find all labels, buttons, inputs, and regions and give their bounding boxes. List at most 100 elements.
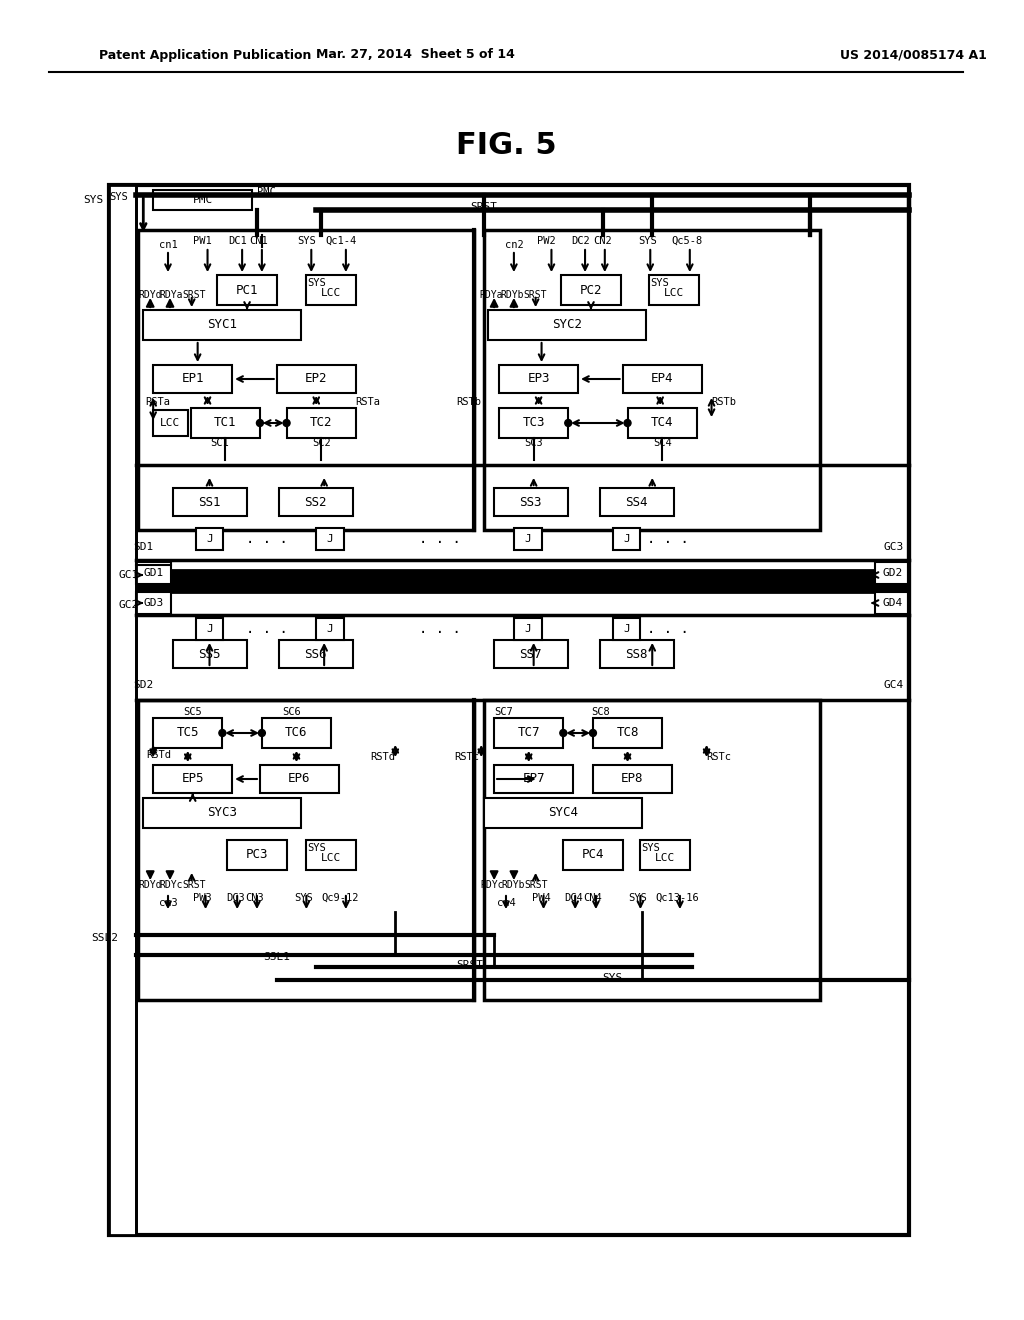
Text: SYS: SYS [628, 894, 647, 903]
Bar [484, 799, 642, 828]
Bar [260, 766, 339, 793]
Text: PW4: PW4 [532, 894, 551, 903]
Text: J: J [206, 624, 213, 634]
Text: LCP: LCP [493, 574, 515, 587]
Bar [874, 591, 909, 614]
Text: EP5: EP5 [181, 772, 204, 785]
Text: SD1: SD1 [133, 543, 154, 552]
Text: RSTd: RSTd [146, 750, 171, 760]
Bar [593, 718, 663, 748]
Text: PW2: PW2 [538, 236, 556, 246]
Circle shape [219, 730, 226, 737]
Bar [561, 275, 621, 305]
Bar [154, 718, 222, 748]
Text: . . .: . . . [419, 622, 461, 636]
Bar [612, 528, 640, 550]
Text: CN4: CN4 [584, 894, 602, 903]
Text: RSTb: RSTb [712, 397, 736, 407]
Bar [138, 700, 474, 1001]
Bar [136, 570, 909, 591]
Circle shape [590, 730, 596, 737]
Bar [138, 230, 474, 531]
Text: EP8: EP8 [622, 772, 644, 785]
Bar [628, 408, 696, 438]
Text: GD2: GD2 [883, 568, 902, 578]
Bar [316, 618, 344, 640]
Text: SRST: SRST [471, 202, 498, 213]
Bar [514, 618, 542, 640]
Text: SYS: SYS [307, 279, 326, 288]
Text: J: J [327, 624, 334, 634]
Text: Mar. 27, 2014  Sheet 5 of 14: Mar. 27, 2014 Sheet 5 of 14 [315, 49, 514, 62]
Text: Qc13-16: Qc13-16 [655, 894, 698, 903]
Text: CN2: CN2 [594, 236, 612, 246]
Bar [499, 366, 579, 393]
Text: J: J [524, 535, 531, 544]
Bar [495, 640, 568, 668]
Text: SS1: SS1 [199, 495, 221, 508]
Text: . . .: . . . [246, 532, 288, 546]
Bar [173, 640, 247, 668]
Text: cn4: cn4 [497, 898, 515, 908]
Bar [143, 799, 301, 828]
Text: GC3: GC3 [884, 543, 904, 552]
Text: GC1: GC1 [119, 570, 139, 579]
Bar [499, 408, 568, 438]
Text: Qc5-8: Qc5-8 [671, 236, 702, 246]
Bar [640, 840, 690, 870]
Text: PMC: PMC [257, 187, 276, 197]
Text: EP1: EP1 [181, 372, 204, 385]
Text: SYS: SYS [638, 236, 656, 246]
Bar [874, 562, 909, 583]
Text: SSL1: SSL1 [263, 952, 290, 962]
Bar [136, 591, 171, 614]
Text: SYC1: SYC1 [207, 318, 238, 331]
Text: SC1: SC1 [210, 438, 228, 447]
Text: J: J [624, 624, 630, 634]
Bar [279, 640, 353, 668]
Text: TC8: TC8 [616, 726, 639, 739]
Bar [217, 275, 276, 305]
Text: CN1: CN1 [250, 236, 268, 246]
Bar [109, 185, 136, 1236]
Text: RSTd: RSTd [371, 752, 395, 762]
Bar [649, 275, 698, 305]
Text: SS2: SS2 [304, 495, 327, 508]
Text: RDYc: RDYc [480, 880, 504, 890]
Text: GD3: GD3 [143, 598, 163, 609]
Text: TC5: TC5 [176, 726, 199, 739]
Text: SS3: SS3 [519, 495, 542, 508]
Bar [495, 766, 573, 793]
Text: cn2: cn2 [505, 240, 523, 249]
Text: EP6: EP6 [288, 772, 310, 785]
Text: SSL2: SSL2 [91, 933, 119, 942]
Text: SYS: SYS [641, 843, 659, 853]
Text: RSTc: RSTc [707, 752, 731, 762]
Text: SC5: SC5 [183, 708, 202, 717]
Text: EP7: EP7 [522, 772, 545, 785]
Bar [190, 408, 260, 438]
Bar [109, 185, 909, 1236]
Text: CN3: CN3 [246, 894, 264, 903]
Text: SS6: SS6 [304, 648, 327, 660]
Text: J: J [327, 535, 334, 544]
Text: RDYb: RDYb [501, 880, 524, 890]
Text: RSTc: RSTc [455, 752, 479, 762]
Text: DC1: DC1 [227, 236, 247, 246]
Text: RSTa: RSTa [355, 397, 381, 407]
Text: SD2: SD2 [133, 680, 154, 690]
Bar [262, 718, 331, 748]
Text: RDYa: RDYa [479, 290, 503, 300]
Text: PMC: PMC [193, 195, 213, 205]
Bar [196, 618, 223, 640]
Text: FIG. 5: FIG. 5 [456, 131, 556, 160]
Bar [154, 366, 232, 393]
Text: PC3: PC3 [246, 849, 268, 862]
Bar [316, 528, 344, 550]
Bar [154, 766, 232, 793]
Bar [600, 488, 674, 516]
Bar [306, 840, 355, 870]
Text: EP4: EP4 [651, 372, 674, 385]
Bar [173, 488, 247, 516]
Bar [484, 700, 820, 1001]
